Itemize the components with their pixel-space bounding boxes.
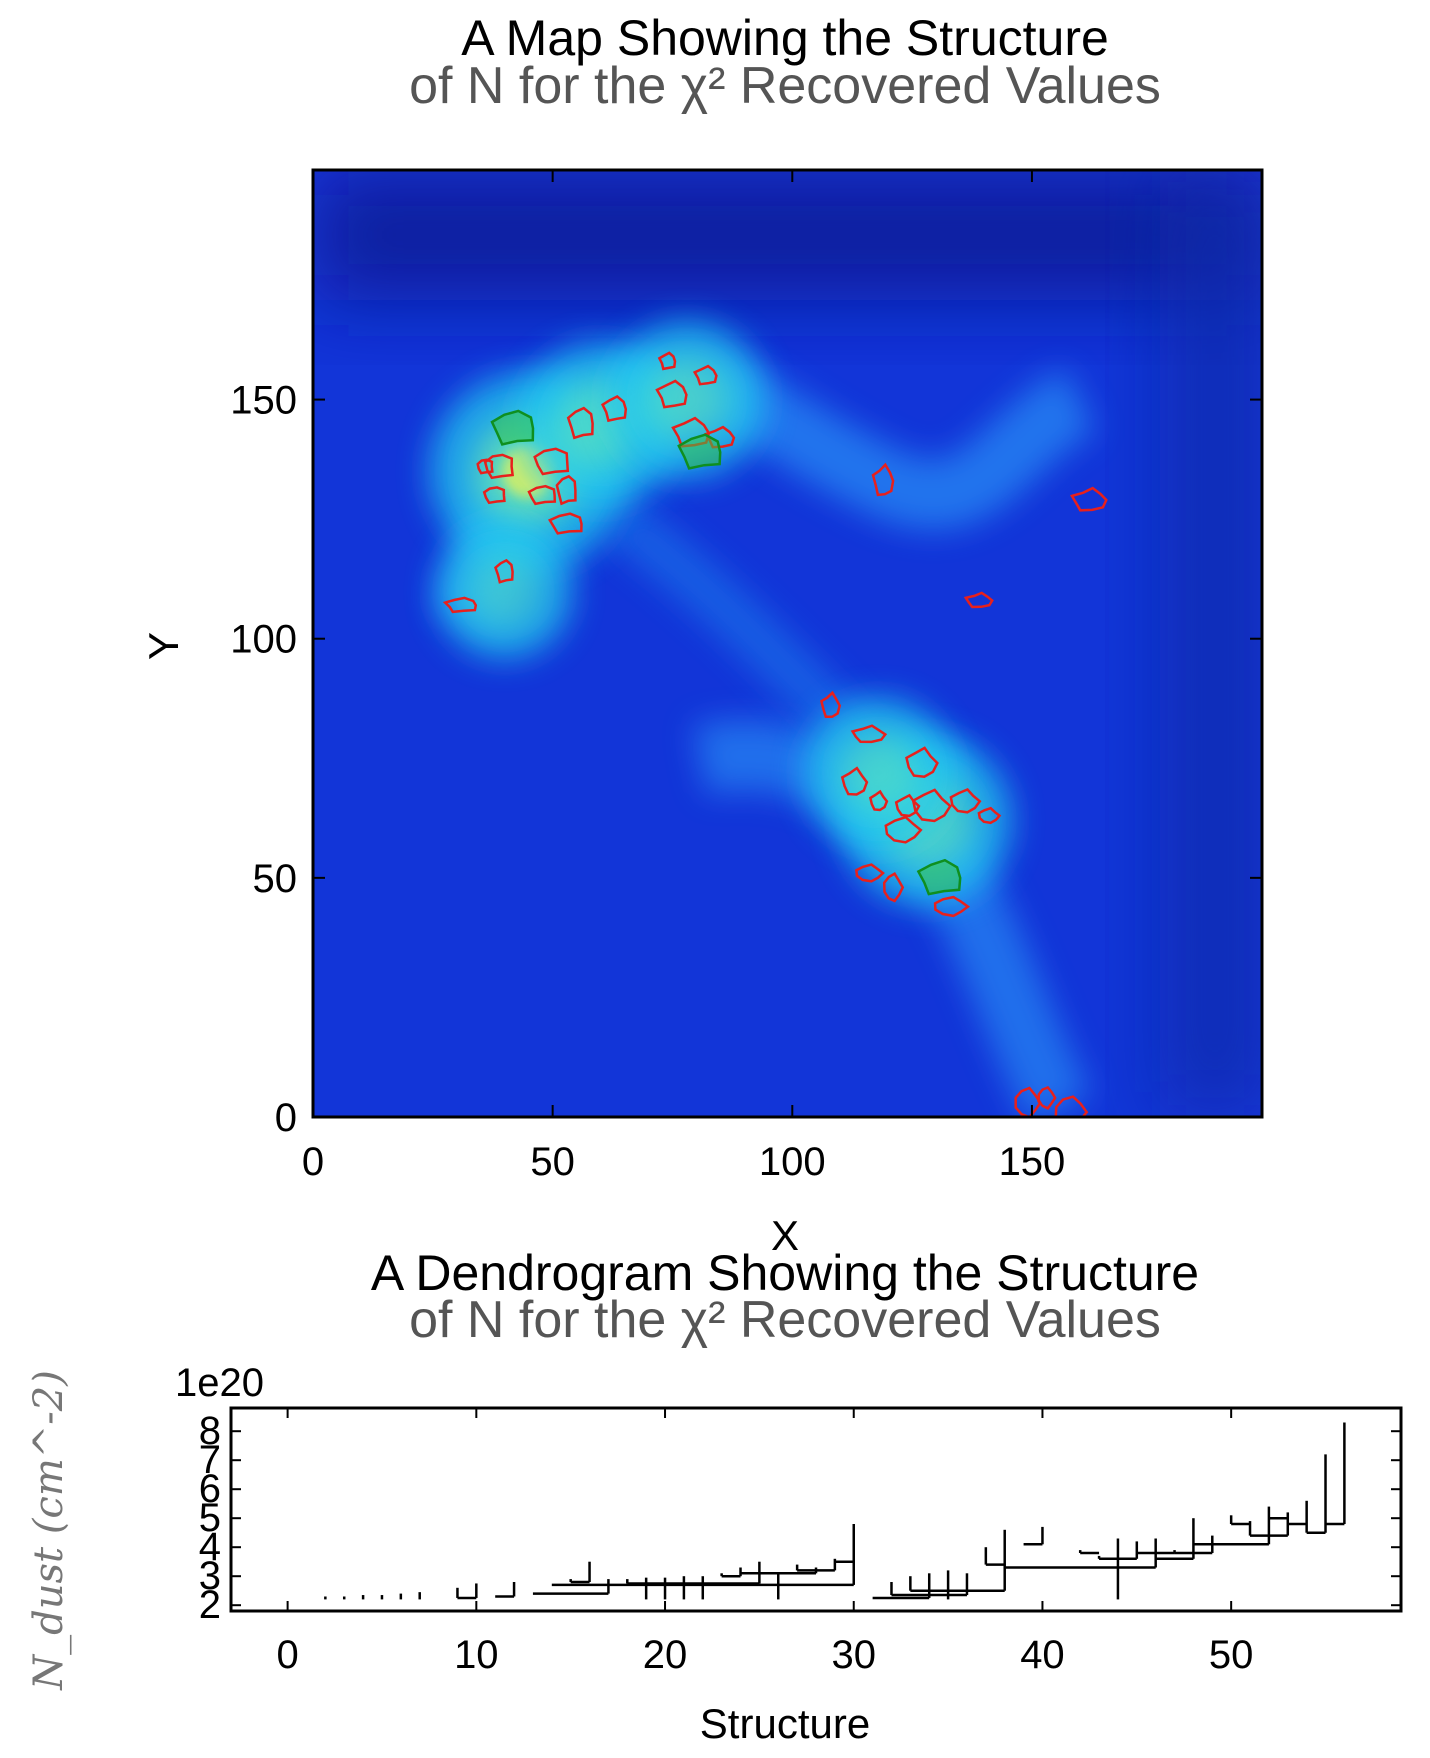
map-x-tick-label: 100 [759,1140,826,1184]
red-contour [819,690,842,719]
dendro-y-tick-label: 4 [199,1525,221,1569]
dendro-x-tick-label: 40 [1020,1633,1065,1677]
red-contour [482,486,506,505]
dendro-y-tick-label: 6 [199,1467,221,1511]
red-contour [977,806,1002,825]
dendro-y-tick-label: 5 [199,1496,221,1540]
red-contour [933,895,971,918]
map-title: A Map Showing the Structure [461,10,1109,66]
bright-region-mid [468,554,541,627]
dendro-ticks [231,1408,1401,1611]
map-frame [311,168,1264,1119]
red-contour [963,591,994,609]
red-contour [533,447,570,476]
red-contour [494,558,514,584]
red-contour [655,379,688,409]
map-x-label: X [771,1212,799,1259]
dendro-scale-label: 1e20 [175,1361,264,1405]
dendro-y-tick-label: 3 [199,1554,221,1598]
green-contour [916,858,962,896]
map-plot-area [313,170,1262,1117]
red-contour [566,406,594,440]
dendro-subtitle: of N for the χ² Recovered Values [409,1291,1161,1349]
red-contour [850,724,888,744]
dendro-y-tick-label: 2 [199,1583,221,1627]
red-contour [547,512,583,535]
map-green-contours [490,409,962,896]
red-contour [894,793,921,818]
map-y-tick-label: 150 [230,379,297,423]
map-x-tick-label: 150 [999,1140,1066,1184]
map-ticks [312,170,1262,1118]
map-dark-top [313,170,1262,300]
map-y-tick-labels: 0 50 100 150 [230,379,297,1140]
dendro-y-label: N_dust (cm^-2) [26,1370,72,1691]
green-contour [677,433,722,470]
red-contour [871,462,895,497]
map-x-tick-label: 50 [530,1140,575,1184]
dendro-x-tick-label: 10 [454,1633,499,1677]
dendro-y-tick-label: 8 [199,1409,221,1453]
bright-region-mid [644,357,729,442]
dendro-x-tick-label: 50 [1209,1633,1254,1677]
red-contour [1054,1095,1089,1117]
map-y-tick-label: 100 [230,618,297,662]
red-contour [840,766,869,796]
red-contour [868,789,889,812]
red-contour [692,364,718,386]
map-y-label: Y [140,632,187,660]
red-contour [555,474,577,506]
red-contour [527,484,557,506]
red-contour [884,815,923,844]
dendro-x-tick-label: 20 [643,1633,688,1677]
dendro-x-tick-label: 30 [831,1633,876,1677]
red-contour [905,746,939,778]
dendro-links [324,1422,1346,1600]
dendro-x-tick-labels: 0 10 20 30 40 50 [276,1633,1253,1677]
dendro-x-label: Structure [700,1700,870,1747]
map-x-tick-label: 0 [302,1140,324,1184]
green-contour [490,409,535,446]
red-contour [483,453,514,480]
map-x-tick-labels: 0 50 100 150 [302,1140,1065,1184]
map-y-tick-label: 0 [275,1096,297,1140]
dendro-x-tick-label: 0 [276,1633,298,1677]
dendro-title: A Dendrogram Showing the Structure [371,1245,1199,1301]
dendro-y-tick-label: 7 [199,1438,221,1482]
red-contour [600,395,628,423]
map-y-tick-label: 50 [253,857,298,901]
red-contour [442,596,478,614]
red-contour [657,351,677,371]
red-contour [911,788,952,823]
map-subtitle: of N for the χ² Recovered Values [409,57,1161,115]
red-contour [1037,1086,1057,1110]
map-dark-right [1160,170,1262,1117]
red-contour [882,872,905,903]
red-contour [1069,486,1108,512]
dendro-frame [229,1406,1403,1613]
red-contour [854,863,885,883]
red-contour [949,788,982,814]
